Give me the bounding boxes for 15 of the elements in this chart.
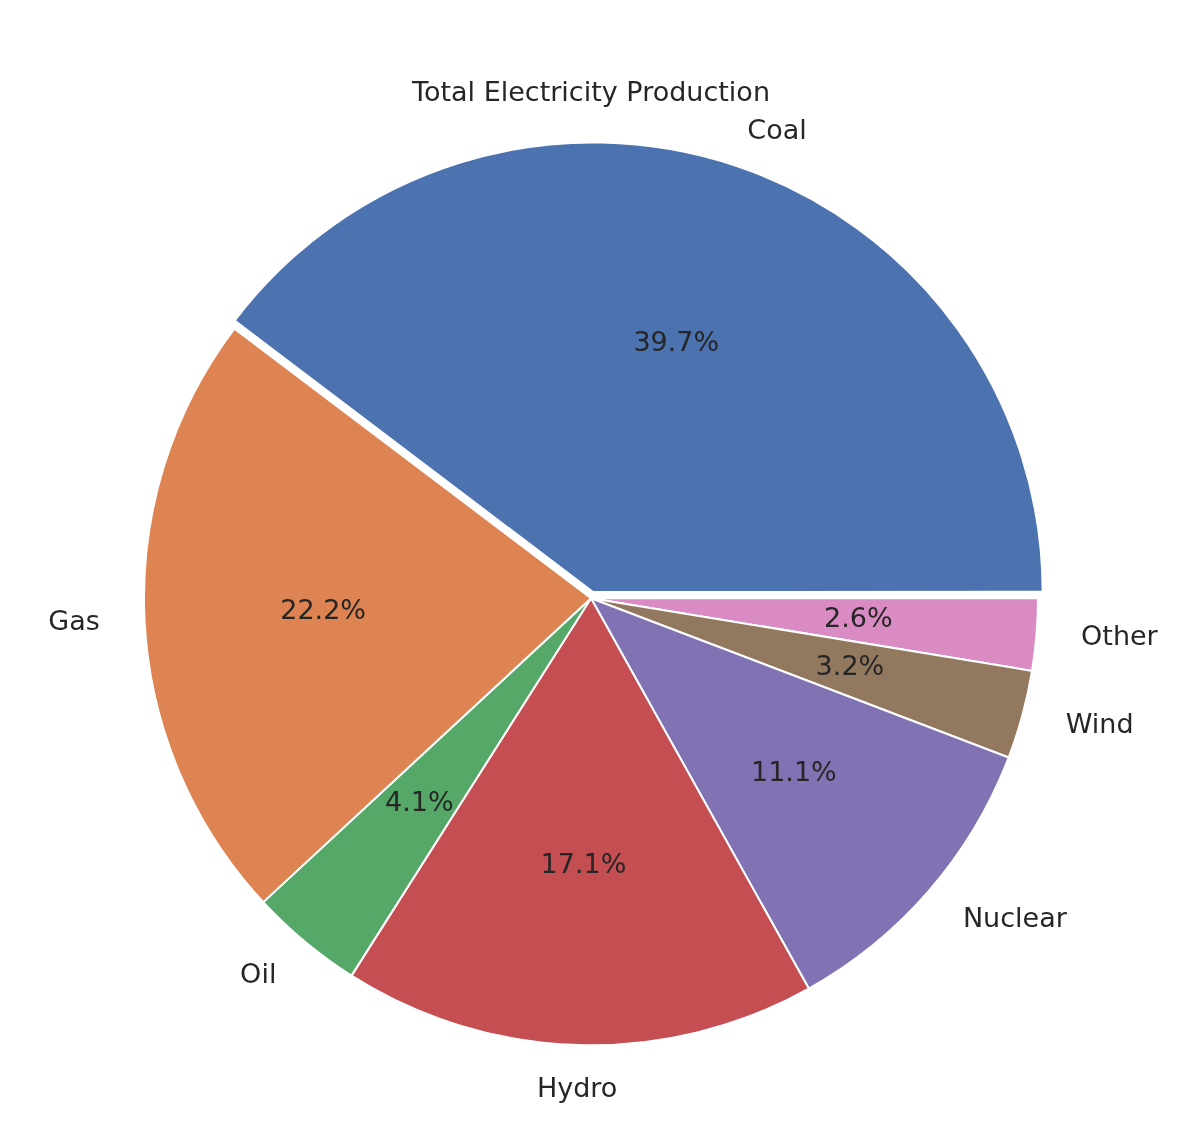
- data-label: 39.7%: [633, 325, 720, 357]
- data-label: 2.6%: [824, 602, 893, 634]
- slice-label: Hydro: [536, 1071, 618, 1103]
- data-label: 11.1%: [750, 755, 837, 787]
- slice-label: Wind: [1065, 708, 1134, 740]
- chart-title: Total Electricity Production: [411, 76, 770, 108]
- slice-label: Coal: [747, 114, 807, 146]
- data-label: 3.2%: [815, 650, 885, 682]
- slice-label: Other: [1081, 620, 1159, 652]
- slice-label: Gas: [48, 604, 100, 636]
- data-label: 17.1%: [540, 848, 627, 880]
- slice-label: Oil: [240, 958, 277, 990]
- data-label: 22.2%: [280, 593, 367, 625]
- slice-label: Nuclear: [962, 901, 1068, 933]
- data-label: 4.1%: [385, 786, 454, 818]
